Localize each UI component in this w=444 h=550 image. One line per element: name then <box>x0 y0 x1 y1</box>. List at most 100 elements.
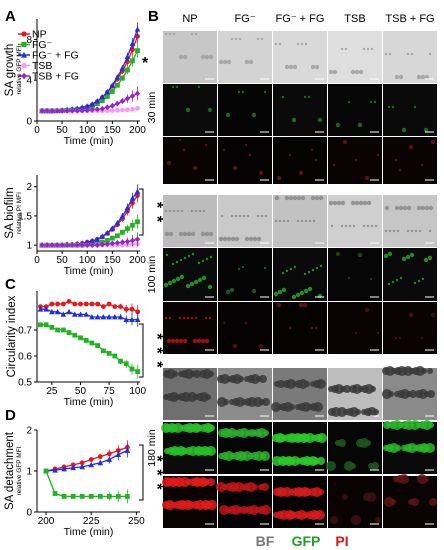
data-point <box>118 304 123 309</box>
cell <box>326 461 336 471</box>
data-point <box>99 98 105 103</box>
footer-gfp: GFP <box>292 533 321 549</box>
cell <box>394 205 400 211</box>
cell <box>277 380 285 388</box>
significance-bracket <box>139 323 144 378</box>
significance-star: * <box>148 483 165 490</box>
cell <box>226 59 232 65</box>
cell <box>190 209 194 213</box>
cell <box>413 281 417 285</box>
cell <box>175 85 179 89</box>
cell <box>335 122 341 128</box>
cell <box>358 69 364 75</box>
cell <box>421 277 425 281</box>
data-point <box>94 106 100 113</box>
time-label: 30 min <box>146 92 158 124</box>
data-point <box>43 322 49 328</box>
cell <box>208 371 214 377</box>
cell <box>201 478 209 486</box>
cell <box>192 165 198 171</box>
data-point <box>52 467 58 473</box>
cell <box>347 276 351 280</box>
cell <box>398 74 404 80</box>
cell <box>289 267 293 271</box>
cell <box>314 158 318 162</box>
cell <box>208 316 212 320</box>
cell <box>313 402 323 412</box>
cell <box>399 276 403 280</box>
micro-image <box>163 302 217 354</box>
cell <box>258 170 264 176</box>
x-tick-label: 225 <box>83 516 100 527</box>
legend-marker <box>21 72 27 80</box>
x-axis-label: Time (min) <box>64 526 114 538</box>
cell <box>405 254 411 260</box>
cell <box>423 127 429 133</box>
data-point <box>84 242 90 249</box>
data-point <box>129 366 135 372</box>
cell <box>318 489 324 495</box>
data-point <box>106 456 113 462</box>
cell <box>281 95 285 99</box>
x-tick-label: 200 <box>38 516 55 527</box>
data-point <box>134 316 141 322</box>
cell <box>338 439 346 447</box>
cell <box>264 214 268 218</box>
data-point <box>120 242 125 248</box>
cell <box>178 54 184 60</box>
cell <box>174 338 180 344</box>
significance-star: * <box>148 333 165 340</box>
cell <box>317 457 325 465</box>
cell <box>369 277 373 281</box>
cell <box>315 266 319 270</box>
y-tick-label: 2 <box>26 426 32 437</box>
data-point <box>134 90 141 97</box>
cell <box>163 282 169 288</box>
data-point <box>64 242 70 249</box>
cell <box>176 209 180 213</box>
cell <box>234 236 240 242</box>
micro-image <box>163 195 217 247</box>
cell <box>244 143 248 147</box>
cell <box>207 500 217 510</box>
cell <box>427 255 433 261</box>
chart-circularity: 25 50 75 100 0.5 0.6 0.7 Time (min) Circularity … <box>6 291 165 408</box>
x-tick-label: 200 <box>129 125 146 136</box>
significance-star: * <box>148 347 165 354</box>
significance-star: * <box>148 361 165 368</box>
cell <box>238 214 242 218</box>
cell <box>354 200 360 206</box>
cell <box>171 262 175 266</box>
data-point <box>114 100 121 107</box>
cell <box>263 430 269 436</box>
cell <box>197 261 201 265</box>
y-axis-label: Circularity index <box>6 295 18 377</box>
cell <box>288 195 294 201</box>
data-point <box>79 104 86 110</box>
data-point <box>99 233 106 239</box>
cell <box>332 163 336 167</box>
cell <box>398 336 402 340</box>
cell <box>364 175 370 181</box>
x-tick-label: 200 <box>129 255 146 266</box>
data-point <box>88 457 94 462</box>
cell <box>185 283 191 289</box>
data-point <box>129 40 136 46</box>
cell <box>295 292 301 298</box>
data-point <box>124 494 130 499</box>
data-point <box>79 460 85 466</box>
cell <box>182 338 188 344</box>
cell <box>247 397 257 407</box>
data-point <box>129 306 135 312</box>
cell <box>370 386 376 392</box>
series-line <box>40 324 138 373</box>
cell <box>420 74 426 80</box>
data-point <box>109 89 115 94</box>
significance-star: * <box>148 455 165 462</box>
x-tick-label: 0 <box>34 255 40 266</box>
cell <box>256 214 260 218</box>
cell <box>191 252 195 256</box>
cell <box>201 259 205 263</box>
y-axis-label: SA growth <box>4 44 16 96</box>
data-point <box>94 236 101 242</box>
